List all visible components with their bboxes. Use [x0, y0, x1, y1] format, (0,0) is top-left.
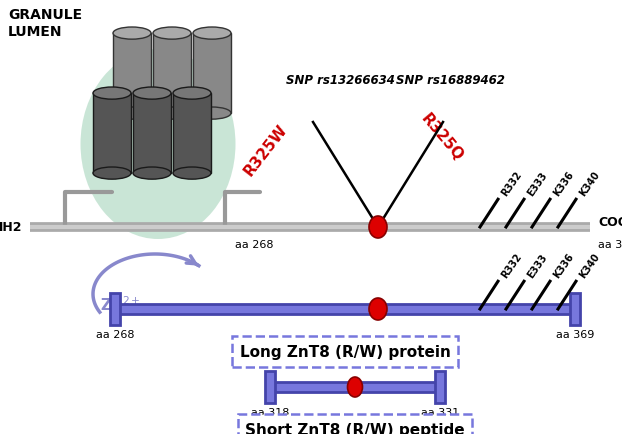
Text: R325Q: R325Q [418, 111, 466, 164]
Bar [193, 34, 231, 114]
Text: Short ZnT8 (R/W) peptide: Short ZnT8 (R/W) peptide [245, 422, 465, 434]
Ellipse shape [133, 88, 171, 100]
Text: aa 318: aa 318 [251, 407, 289, 417]
Ellipse shape [113, 108, 151, 120]
Text: K340: K340 [578, 169, 602, 198]
Ellipse shape [193, 108, 231, 120]
Ellipse shape [153, 108, 191, 120]
Ellipse shape [153, 28, 191, 40]
Text: K340: K340 [578, 251, 602, 279]
Ellipse shape [348, 377, 363, 397]
Ellipse shape [369, 217, 387, 238]
Bar [113, 34, 151, 114]
Text: R332: R332 [500, 251, 524, 279]
Text: GRANULE
LUMEN: GRANULE LUMEN [8, 8, 82, 39]
Bar [570, 293, 580, 325]
Text: Long ZnT8 (R/W) protein: Long ZnT8 (R/W) protein [239, 344, 450, 359]
Text: SNP rs13266634: SNP rs13266634 [285, 73, 394, 86]
Ellipse shape [80, 50, 236, 240]
Bar [133, 94, 171, 174]
Text: K336: K336 [552, 169, 576, 198]
Text: Zn$^{2+}$: Zn$^{2+}$ [100, 295, 141, 314]
Bar [115, 304, 575, 314]
Ellipse shape [173, 88, 211, 100]
Bar [93, 94, 131, 174]
Text: K336: K336 [552, 251, 576, 279]
Ellipse shape [93, 168, 131, 180]
Bar [270, 382, 440, 392]
Ellipse shape [93, 88, 131, 100]
Ellipse shape [113, 28, 151, 40]
Text: aa 369: aa 369 [598, 240, 622, 250]
Text: E333: E333 [526, 252, 550, 279]
Text: aa 268: aa 268 [96, 329, 134, 339]
Text: aa 268: aa 268 [235, 240, 274, 250]
Bar [435, 371, 445, 403]
Bar [265, 371, 275, 403]
Ellipse shape [369, 298, 387, 320]
Text: R325W: R325W [241, 121, 290, 178]
Text: R332: R332 [500, 169, 524, 198]
Text: aa 331: aa 331 [421, 407, 459, 417]
Text: aa 369: aa 369 [556, 329, 594, 339]
Ellipse shape [173, 168, 211, 180]
Text: COOH: COOH [598, 216, 622, 229]
Bar [173, 94, 211, 174]
Ellipse shape [193, 28, 231, 40]
Text: SNP rs16889462: SNP rs16889462 [396, 73, 504, 86]
Bar [110, 293, 120, 325]
Ellipse shape [133, 168, 171, 180]
Text: E333: E333 [526, 170, 550, 198]
Text: NH2: NH2 [0, 221, 22, 234]
Bar [153, 34, 191, 114]
